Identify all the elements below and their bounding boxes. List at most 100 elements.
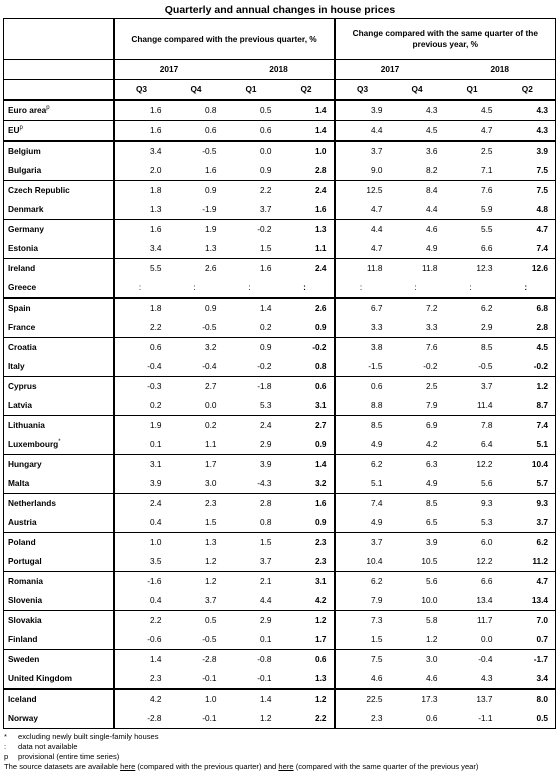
table-row: Luxembourg* 0.1 1.1 2.9 0.9 4.9 4.2 6.4 5.1 — [3, 435, 557, 455]
value-cell: 2.7 — [278, 415, 336, 435]
value-cell: 0.6 — [223, 120, 279, 141]
value-cell: 13.4 — [499, 591, 557, 611]
country-name: Spain — [3, 297, 115, 318]
value-cell: 8.8 — [370, 400, 383, 410]
value-cell: 8.7 — [499, 396, 557, 416]
country-name: Czech Republic — [3, 180, 115, 200]
value-cell: -1.5 — [368, 361, 383, 371]
value-cell: -0.4 — [147, 361, 162, 371]
value-cell: 6.7 — [334, 297, 390, 318]
country-name: Norway — [3, 709, 115, 729]
value-cell: 3.9 — [223, 454, 279, 474]
value-cell: 5.3 — [259, 400, 272, 410]
value-cell: 22.5 — [334, 688, 390, 709]
value-cell: 7.5 — [499, 180, 557, 200]
value-cell: 3.4 — [113, 140, 169, 161]
value-cell: 3.7 — [204, 595, 217, 605]
source-link-previous-year[interactable]: here — [278, 762, 294, 771]
value-cell: 7.6 — [389, 337, 445, 357]
value-cell: 4.3 — [499, 99, 557, 121]
value-cell: 1.2 — [499, 376, 557, 396]
value-cell: : — [359, 282, 363, 292]
value-cell: 1.2 — [223, 709, 279, 729]
value-cell: 3.3 — [425, 322, 438, 332]
value-cell: 2.1 — [223, 571, 279, 591]
value-cell: 4.7 — [499, 219, 557, 239]
value-cell: 3.4 — [499, 669, 557, 689]
source-link-previous-quarter[interactable]: here — [120, 762, 136, 771]
value-cell: 1.5 — [370, 634, 383, 644]
value-cell: 2.3 — [168, 493, 224, 513]
value-cell: 5.5 — [444, 219, 500, 239]
value-cell: 1.4 — [223, 297, 279, 318]
value-cell: 1.6 — [113, 219, 169, 239]
value-cell: 7.5 — [334, 649, 390, 669]
value-cell: 1.4 — [278, 99, 336, 121]
year-header: 2017 — [113, 59, 224, 80]
value-cell: 0.9 — [278, 435, 336, 455]
value-cell: 7.9 — [425, 400, 438, 410]
value-cell: 8.2 — [425, 165, 438, 175]
value-cell: 1.6 — [204, 165, 217, 175]
value-cell: 2.8 — [223, 493, 279, 513]
value-cell: 1.1 — [204, 439, 217, 449]
value-cell: 5.1 — [370, 478, 383, 488]
value-cell: 11.2 — [499, 552, 557, 572]
value-cell: 0.4 — [149, 517, 162, 527]
value-cell: 0.5 — [168, 610, 224, 630]
value-cell: 7.5 — [499, 161, 557, 181]
country-name: Greece — [3, 278, 115, 298]
value-cell: : — [414, 282, 417, 292]
value-cell: 17.3 — [389, 688, 445, 709]
value-cell: 6.9 — [389, 415, 445, 435]
table-row: United Kingdom 2.3 -0.1 -0.1 1.3 4.6 4.6 4.3 3.4 — [3, 669, 557, 689]
value-cell: 1.5 — [259, 243, 272, 253]
value-cell: 12.6 — [499, 258, 557, 278]
value-cell: 2.7 — [168, 376, 224, 396]
value-cell: 1.1 — [278, 239, 336, 259]
value-cell: 4.5 — [499, 337, 557, 357]
table-row: Estonia 3.4 1.3 1.5 1.1 4.7 4.9 6.6 7.4 — [3, 239, 557, 259]
table-row: Bulgaria 2.0 1.6 0.9 2.8 9.0 8.2 7.1 7.5 — [3, 161, 557, 181]
value-cell: 4.6 — [370, 673, 383, 683]
value-cell: : — [193, 282, 196, 292]
value-cell: 1.3 — [204, 243, 217, 253]
value-cell: 2.9 — [259, 439, 272, 449]
value-cell: -0.1 — [202, 673, 217, 683]
value-cell: 2.3 — [278, 532, 336, 552]
table-row: Portugal 3.5 1.2 3.7 2.3 10.4 10.5 12.2 11.2 — [3, 552, 557, 572]
value-cell: 7.6 — [444, 180, 500, 200]
country-name: Netherlands — [3, 493, 115, 513]
value-cell: 1.2 — [278, 610, 336, 630]
value-cell: 3.7 — [259, 204, 272, 214]
value-cell: 10.4 — [499, 454, 557, 474]
value-cell: 2.8 — [499, 318, 557, 338]
value-cell: 1.3 — [278, 219, 336, 239]
country-name: Latvia — [3, 396, 115, 416]
table-row: Finland -0.6 -0.5 0.1 1.7 1.5 1.2 0.0 0.7 — [3, 630, 557, 650]
value-cell: 7.8 — [444, 415, 500, 435]
quarter-header: Q2 — [499, 79, 557, 100]
country-name: Austria — [3, 513, 115, 533]
value-cell: 3.1 — [278, 396, 336, 416]
value-cell: 9.3 — [499, 493, 557, 513]
table-row: Netherlands 2.4 2.3 2.8 1.6 7.4 8.5 9.3 9.3 — [3, 493, 557, 513]
value-cell: 4.7 — [499, 571, 557, 591]
table-row: Austria 0.4 1.5 0.8 0.9 4.9 6.5 5.3 3.7 — [3, 513, 557, 533]
value-cell: 1.7 — [278, 630, 336, 650]
corner-cell — [3, 18, 115, 60]
country-name: Iceland — [3, 688, 115, 709]
value-cell: 13.7 — [444, 688, 500, 709]
value-cell: 6.6 — [444, 571, 500, 591]
country-name: EUp — [3, 120, 115, 141]
group-header-previous-year: Change compared with the same quarter of… — [334, 18, 557, 60]
value-cell: 3.4 — [149, 243, 162, 253]
country-name: Denmark — [3, 200, 115, 220]
value-cell: 0.9 — [223, 337, 279, 357]
value-cell: -0.5 — [478, 361, 493, 371]
value-cell: -2.8 — [168, 649, 224, 669]
value-cell: 1.6 — [113, 99, 169, 121]
value-cell: 0.9 — [259, 165, 272, 175]
value-cell: 4.4 — [259, 595, 272, 605]
value-cell: 2.6 — [168, 258, 224, 278]
